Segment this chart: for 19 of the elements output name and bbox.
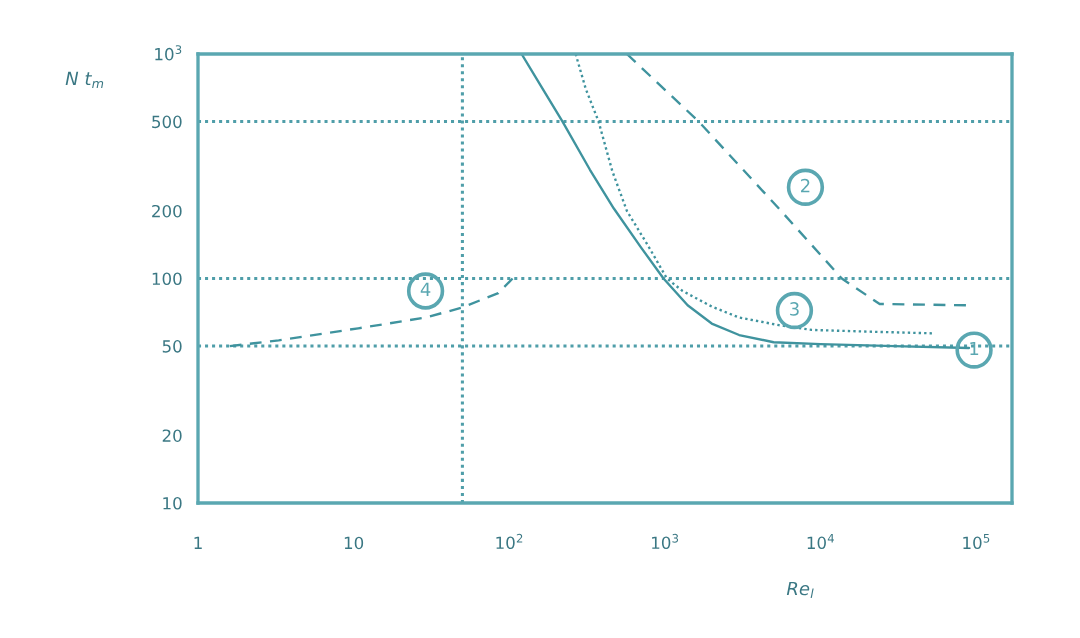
y-tick-label: 500 bbox=[152, 115, 182, 129]
x-tick-label: 10$^{3}$ bbox=[652, 533, 679, 550]
y-tick-label: 10 bbox=[163, 496, 182, 510]
annotation: 4 bbox=[420, 282, 431, 296]
x-tick-label: 10$^{4}$ bbox=[807, 534, 834, 550]
x-tick-label: 1 bbox=[194, 536, 202, 549]
x-tick-label: 10$^{5}$ bbox=[963, 534, 990, 550]
y-tick-label: 50 bbox=[162, 340, 182, 353]
y-tick-label: 20 bbox=[162, 429, 182, 442]
y-tick-label: 200 bbox=[152, 204, 182, 218]
y-tick-label: 10$^{3}$ bbox=[155, 45, 182, 61]
annotation: 2 bbox=[801, 178, 810, 193]
x-tick-label: 10 bbox=[344, 536, 364, 550]
annotation: 3 bbox=[790, 302, 799, 316]
y-axis-title: N t$_{m}$ bbox=[65, 71, 104, 88]
x-axis-title: Re$_{l}$ bbox=[786, 581, 814, 599]
x-tick-label: 10$^{2}$ bbox=[496, 533, 523, 550]
annotation: 1 bbox=[970, 341, 979, 356]
y-tick-label: 100 bbox=[152, 272, 182, 286]
